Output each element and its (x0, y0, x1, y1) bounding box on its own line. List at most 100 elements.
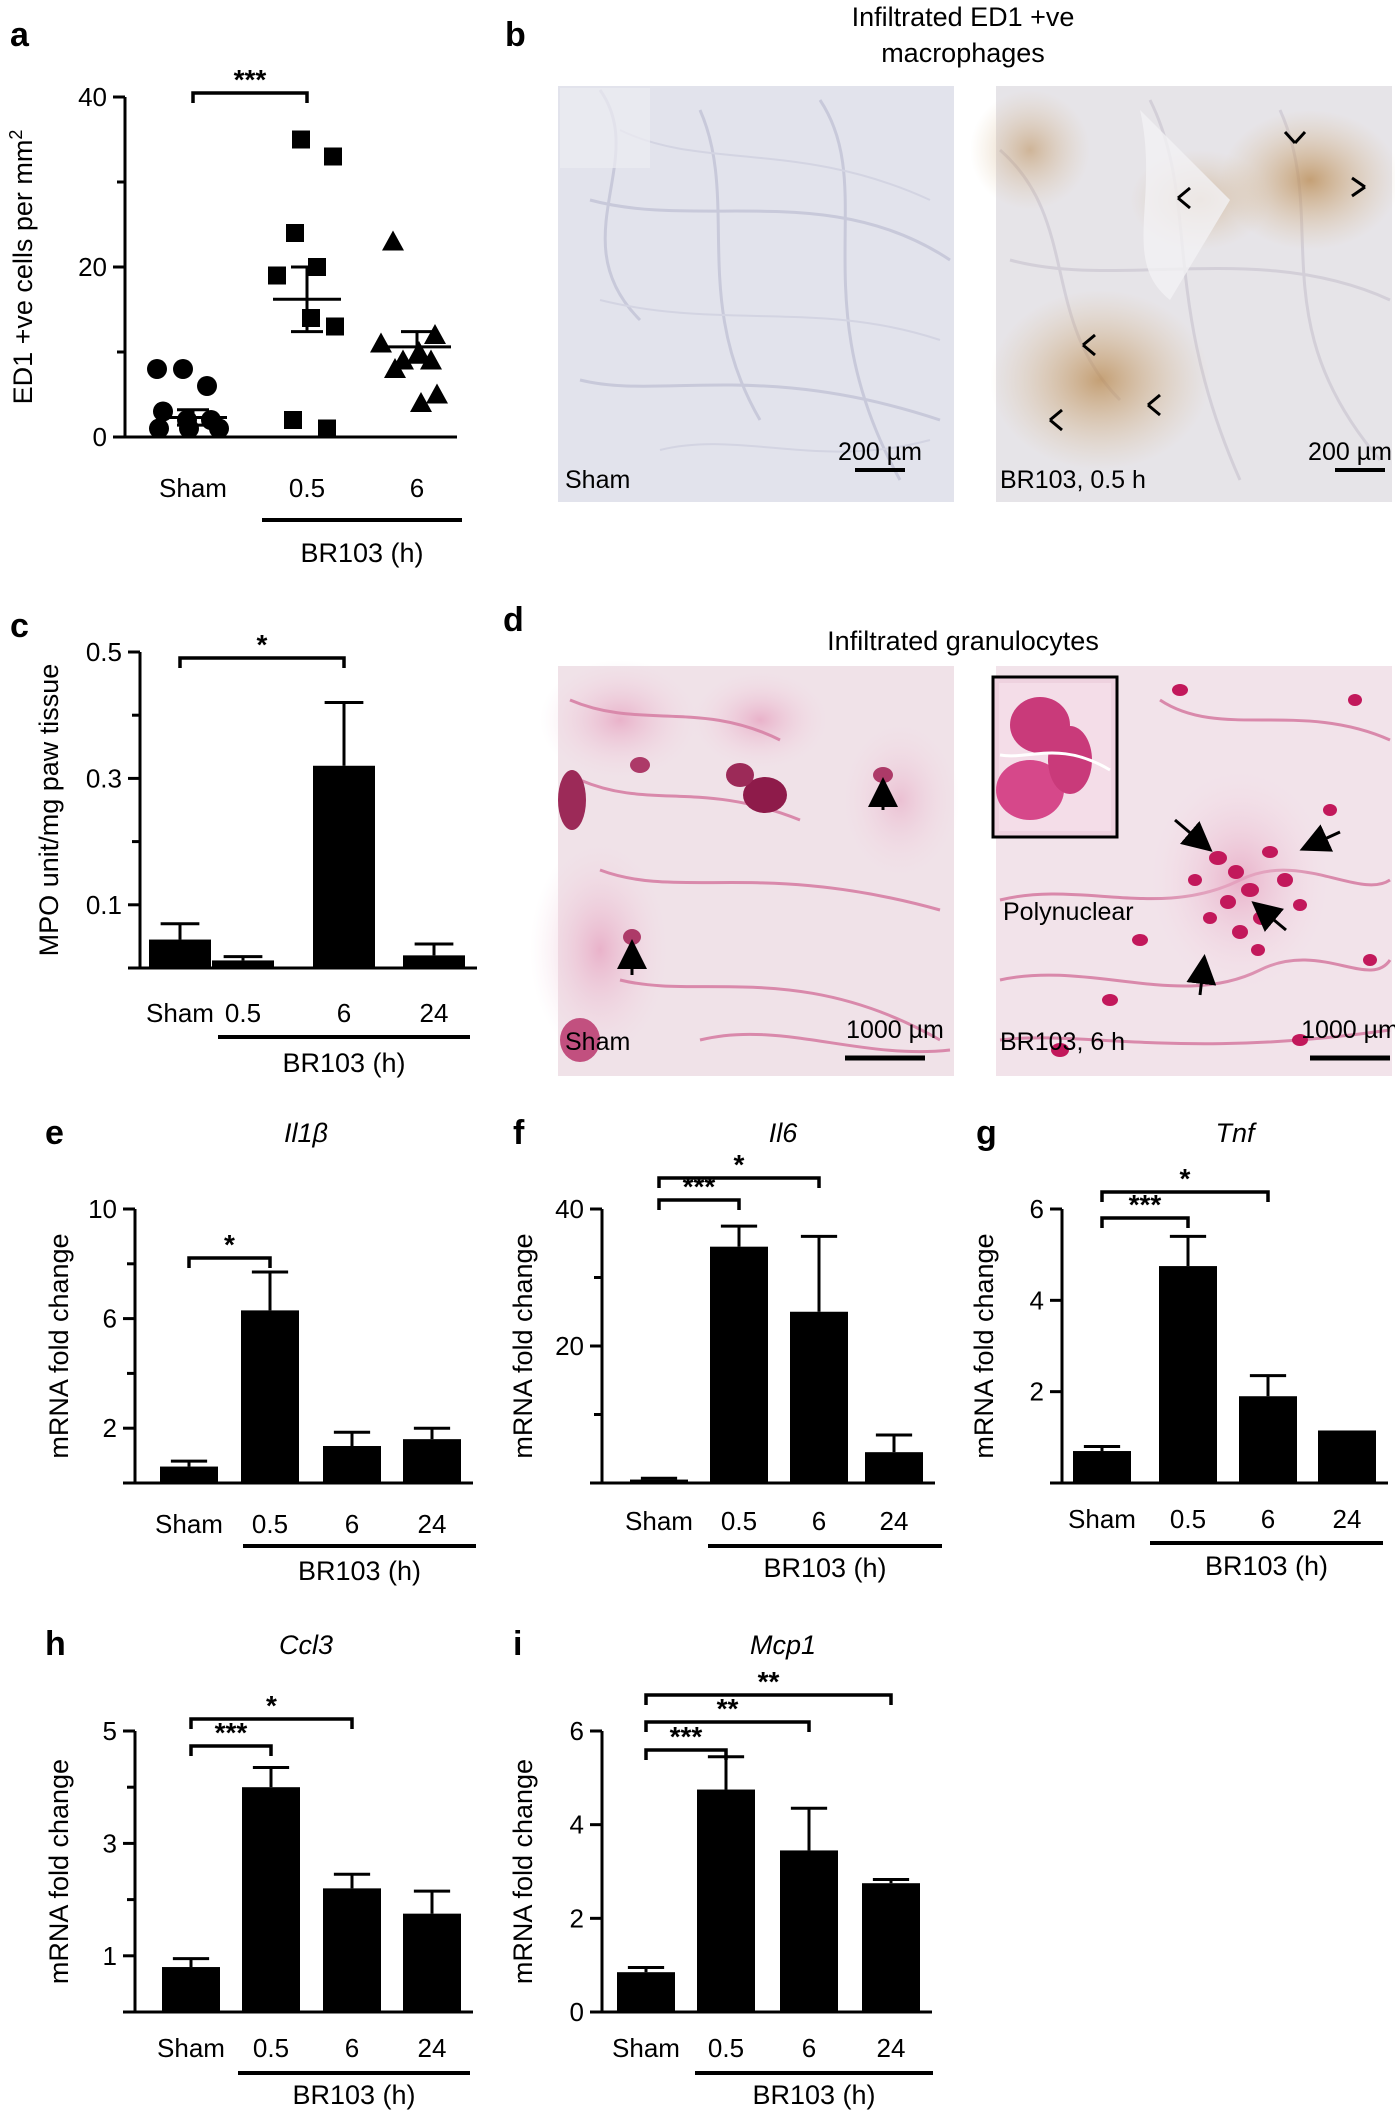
significance-bracket (1100, 1216, 1190, 1228)
y-tick-label: 0.3 (86, 763, 122, 793)
x-tick-label: Sham (1068, 1504, 1136, 1534)
panel-label-d: d (503, 601, 524, 639)
significance-label: *** (1129, 1189, 1162, 1220)
panel-label-f: f (513, 1114, 525, 1152)
bar (617, 1972, 675, 2012)
y-tick-label: 5 (103, 1716, 117, 1746)
x-tick-label: 6 (345, 1509, 359, 1539)
significance-bracket (187, 1256, 272, 1268)
data-point (147, 359, 167, 379)
data-point (408, 341, 430, 361)
panel-d-inset-label: Polynuclear (1003, 898, 1134, 926)
significance-bracket (644, 1748, 728, 1760)
significance-bracket (657, 1198, 741, 1210)
x-tick-label: 24 (420, 998, 449, 1028)
bar (697, 1789, 755, 2012)
x-tick-label: 24 (418, 1509, 447, 1539)
bar (862, 1883, 920, 2012)
panel-b-micrographs: Infiltrated ED1 +ve macrophages 200 µm S… (558, 2, 1395, 502)
chart-a: 0 20 40 ED1 +ve cells per mm2 Sham 0.5 6 BR103 … (6, 64, 462, 568)
bar (710, 1246, 768, 1483)
bar (865, 1452, 923, 1483)
bar (313, 765, 375, 968)
chart-title: Tnf (1215, 1118, 1257, 1148)
y-axis-label: mRNA fold change (44, 1759, 74, 1984)
y-axis-label: mRNA fold change (508, 1233, 538, 1458)
y-tick-label: 2 (1030, 1377, 1044, 1407)
x-tick-label: 6 (410, 473, 424, 503)
significance-label: ** (758, 1666, 780, 1697)
chart-title: Mcp1 (750, 1630, 816, 1660)
panel-b-title-line2: macrophages (881, 38, 1045, 68)
bar (162, 1967, 220, 2012)
y-tick-label: 6 (570, 1716, 584, 1746)
y-tick-label: 6 (103, 1304, 117, 1334)
panel-b-left-scale: 200 µm (838, 438, 922, 466)
x-tick-label: 6 (1261, 1504, 1275, 1534)
data-point (209, 418, 229, 439)
y-tick-label: 40 (555, 1194, 584, 1224)
x-tick-label: Sham (625, 1506, 693, 1536)
bar (1239, 1396, 1297, 1483)
chart-title: Il6 (769, 1118, 799, 1148)
y-tick-label: 4 (570, 1810, 584, 1840)
panel-d-left-scale: 1000 µm (846, 1016, 944, 1044)
x-tick-label: Sham (155, 1509, 223, 1539)
bar (149, 939, 211, 968)
x-tick-label: 0.5 (225, 998, 261, 1028)
data-point (292, 130, 310, 149)
y-axis-label: mRNA fold change (508, 1759, 538, 1984)
y-tick-label: 2 (103, 1413, 117, 1443)
data-point (326, 317, 344, 336)
micrograph-sham-he: 1000 µm Sham (530, 660, 960, 1076)
y-tick-label: 10 (88, 1194, 117, 1224)
significance-label: * (257, 629, 268, 660)
bar (323, 1446, 381, 1483)
bar (242, 1787, 300, 2012)
significance-bracket (189, 1717, 354, 1729)
data-point (426, 383, 448, 404)
micrograph-br103-he: Polynuclear 1000 µm BR103, 6 h (991, 666, 1395, 1076)
x-tick-label: Sham (159, 473, 227, 503)
group-label: BR103 (h) (292, 2080, 415, 2110)
panel-d-right-scale: 1000 µm (1301, 1016, 1395, 1044)
y-tick-label: 6 (1030, 1194, 1044, 1224)
data-point (179, 418, 199, 439)
x-tick-label: 24 (418, 2033, 447, 2063)
significance-label: *** (215, 1717, 248, 1748)
y-tick-label: 20 (555, 1331, 584, 1361)
x-tick-label: 0.5 (721, 1506, 757, 1536)
data-point (420, 349, 442, 370)
micrograph-br103-ihc: 200 µm BR103, 0.5 h (970, 86, 1395, 502)
panel-b-right-scale: 200 µm (1308, 438, 1392, 466)
panel-label-c: c (10, 607, 29, 645)
x-tick-label: 6 (337, 998, 351, 1028)
panel-b-title-line1: Infiltrated ED1 +ve (852, 2, 1075, 32)
significance-bracket (644, 1693, 893, 1705)
data-point (149, 418, 169, 439)
y-axis-label-text: ED1 +ve cells per mm (8, 140, 38, 405)
y-tick-label: 0.1 (86, 890, 122, 920)
data-point (410, 392, 432, 412)
chart-title: Ccl3 (279, 1630, 333, 1660)
x-tick-label: 6 (812, 1506, 826, 1536)
significance-label: * (1180, 1163, 1191, 1194)
group-label: BR103 (h) (298, 1556, 421, 1586)
x-tick-label: 0.5 (252, 1509, 288, 1539)
panel-label-a: a (10, 16, 30, 54)
x-tick-label: Sham (612, 2033, 680, 2063)
y-tick-label: 0 (570, 1997, 584, 2027)
x-tick-label: 0.5 (289, 473, 325, 503)
bar (403, 1439, 461, 1483)
bar (1318, 1430, 1376, 1483)
x-tick-label: 24 (880, 1506, 909, 1536)
y-tick-label: 40 (78, 82, 107, 112)
y-axis-label: ED1 +ve cells per mm2 (6, 130, 38, 405)
bar (1073, 1451, 1131, 1483)
y-axis-label: mRNA fold change (969, 1233, 999, 1458)
x-tick-label: 24 (1333, 1504, 1362, 1534)
significance-label: *** (670, 1721, 703, 1752)
